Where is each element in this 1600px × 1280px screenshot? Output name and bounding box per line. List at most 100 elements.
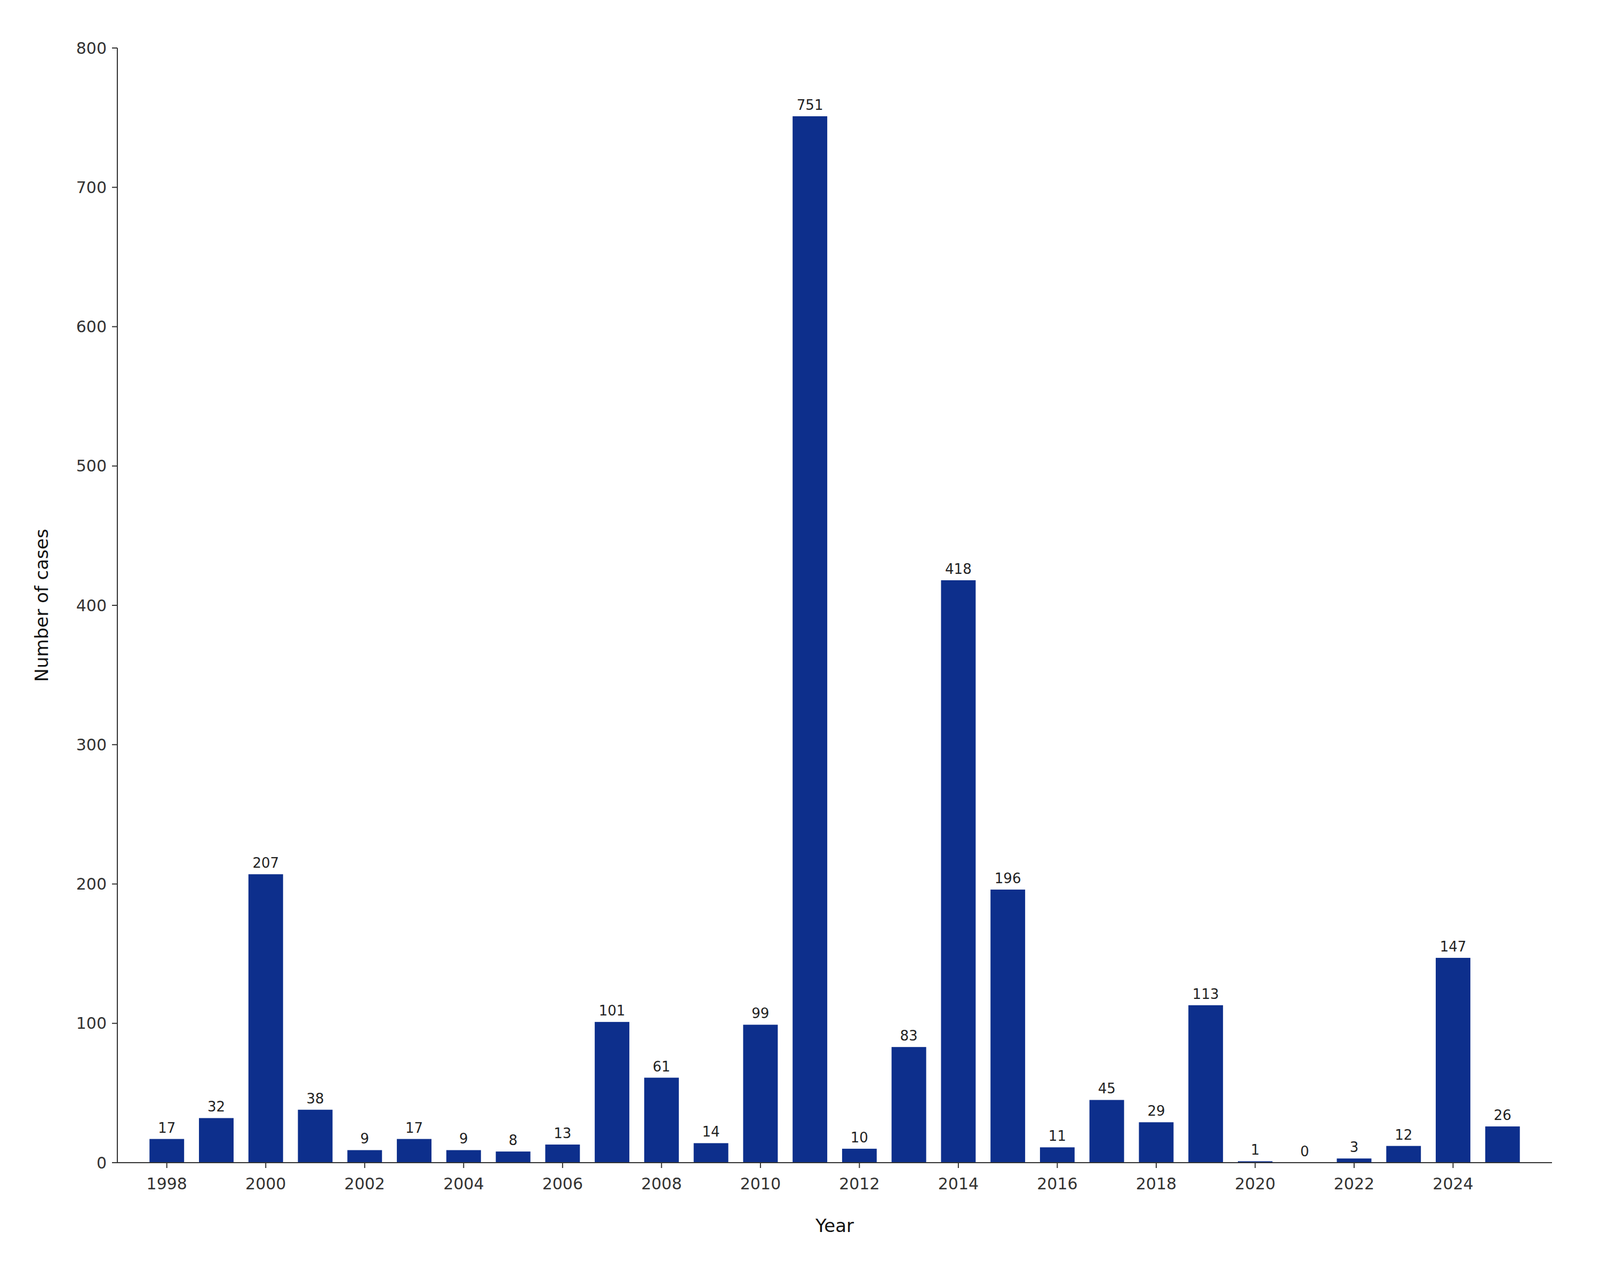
data-label: 99	[751, 1005, 770, 1022]
y-tick	[112, 883, 118, 885]
x-tick-label: 2010	[740, 1174, 781, 1194]
x-tick	[166, 1162, 168, 1168]
y-tick	[112, 1162, 118, 1164]
y-tick-label: 200	[76, 874, 107, 894]
data-label: 10	[850, 1129, 869, 1146]
data-label: 45	[1098, 1080, 1116, 1097]
bar	[940, 580, 976, 1163]
data-label: 113	[1192, 986, 1220, 1003]
bar	[1337, 1158, 1372, 1163]
y-tick-label: 400	[76, 596, 107, 615]
bars	[149, 116, 1520, 1163]
bar	[1485, 1126, 1520, 1163]
x-tick	[462, 1162, 464, 1168]
x-tick	[364, 1162, 366, 1168]
y-tick-label: 700	[76, 178, 107, 197]
x-tick-label: 2024	[1432, 1174, 1474, 1194]
y-tick-label: 600	[76, 317, 107, 336]
data-label: 418	[945, 561, 972, 578]
y-tick	[112, 186, 118, 188]
data-label: 1	[1250, 1141, 1260, 1158]
chart-svg: 1732207389179813101611499751108341819611…	[0, 0, 1600, 1280]
data-label: 147	[1440, 938, 1467, 955]
data-label: 32	[207, 1098, 226, 1115]
bar	[594, 1021, 630, 1163]
bar	[742, 1024, 778, 1163]
x-tick	[1056, 1162, 1058, 1168]
x-tick-label: 2008	[641, 1174, 682, 1194]
data-label: 751	[796, 97, 824, 114]
x-axis-line	[117, 1162, 1552, 1164]
x-tick-label: 2014	[938, 1174, 979, 1194]
data-label: 11	[1048, 1128, 1067, 1144]
y-tick	[112, 1022, 118, 1024]
x-axis-label: Year	[814, 1214, 854, 1237]
data-label: 3	[1349, 1139, 1359, 1156]
bar	[1138, 1122, 1174, 1163]
data-label: 17	[157, 1120, 176, 1136]
bar	[347, 1149, 382, 1163]
data-labels: 1732207389179813101611499751108341819611…	[157, 97, 1512, 1160]
bar	[1089, 1099, 1125, 1163]
x-tick-label: 2006	[542, 1174, 583, 1194]
bar	[792, 116, 828, 1163]
bar	[446, 1149, 482, 1163]
bar	[1040, 1147, 1075, 1163]
data-label: 29	[1147, 1102, 1165, 1119]
bar	[545, 1144, 580, 1163]
data-label: 196	[994, 870, 1022, 887]
bar	[298, 1109, 333, 1163]
data-label: 101	[598, 1002, 626, 1019]
y-tick-label: 0	[96, 1153, 107, 1173]
data-label: 8	[508, 1132, 518, 1149]
y-axis-label: Number of cases	[30, 529, 53, 683]
bar	[990, 889, 1026, 1163]
data-label: 61	[652, 1058, 671, 1075]
y-tick-label: 300	[76, 735, 107, 755]
bar	[396, 1139, 432, 1163]
data-label: 14	[702, 1123, 720, 1140]
data-label: 207	[252, 854, 279, 871]
x-tick-label: 2016	[1036, 1174, 1078, 1194]
x-tick	[1254, 1162, 1256, 1168]
x-tick	[858, 1162, 860, 1168]
x-tick-label: 1998	[146, 1174, 188, 1194]
data-label: 0	[1300, 1143, 1310, 1160]
data-label: 12	[1394, 1126, 1413, 1143]
x-tick	[957, 1162, 959, 1168]
bar	[1386, 1146, 1421, 1163]
x-tick	[760, 1162, 762, 1168]
bar	[891, 1046, 927, 1163]
y-tick	[112, 744, 118, 746]
x-tick	[1155, 1162, 1157, 1168]
x-tick	[562, 1162, 564, 1168]
x-tick	[265, 1162, 267, 1168]
bar	[1435, 957, 1471, 1163]
x-tick-label: 2000	[245, 1174, 286, 1194]
data-label: 38	[306, 1090, 324, 1107]
x-tick	[660, 1162, 662, 1168]
bar	[496, 1151, 531, 1163]
bar	[248, 874, 284, 1163]
data-label: 17	[405, 1120, 423, 1136]
y-tick	[112, 47, 118, 49]
bar	[842, 1148, 877, 1163]
x-tick-label: 2004	[443, 1174, 484, 1194]
x-tick-label: 2022	[1333, 1174, 1375, 1194]
x-tick-label: 2020	[1234, 1174, 1276, 1194]
background	[0, 0, 1600, 1280]
chart-container: 1732207389179813101611499751108341819611…	[0, 0, 1600, 1280]
data-label: 26	[1493, 1107, 1512, 1124]
x-tick-label: 2012	[838, 1174, 880, 1194]
x-tick	[1452, 1162, 1454, 1168]
data-label: 13	[553, 1125, 572, 1142]
data-label: 9	[459, 1130, 469, 1147]
bar	[644, 1077, 679, 1163]
bar	[1188, 1005, 1223, 1163]
y-tick-label: 500	[76, 456, 107, 476]
y-tick-label: 100	[76, 1013, 107, 1033]
data-label: 9	[360, 1130, 370, 1147]
y-tick	[112, 465, 118, 467]
data-label: 83	[900, 1027, 918, 1044]
bar	[198, 1117, 234, 1163]
